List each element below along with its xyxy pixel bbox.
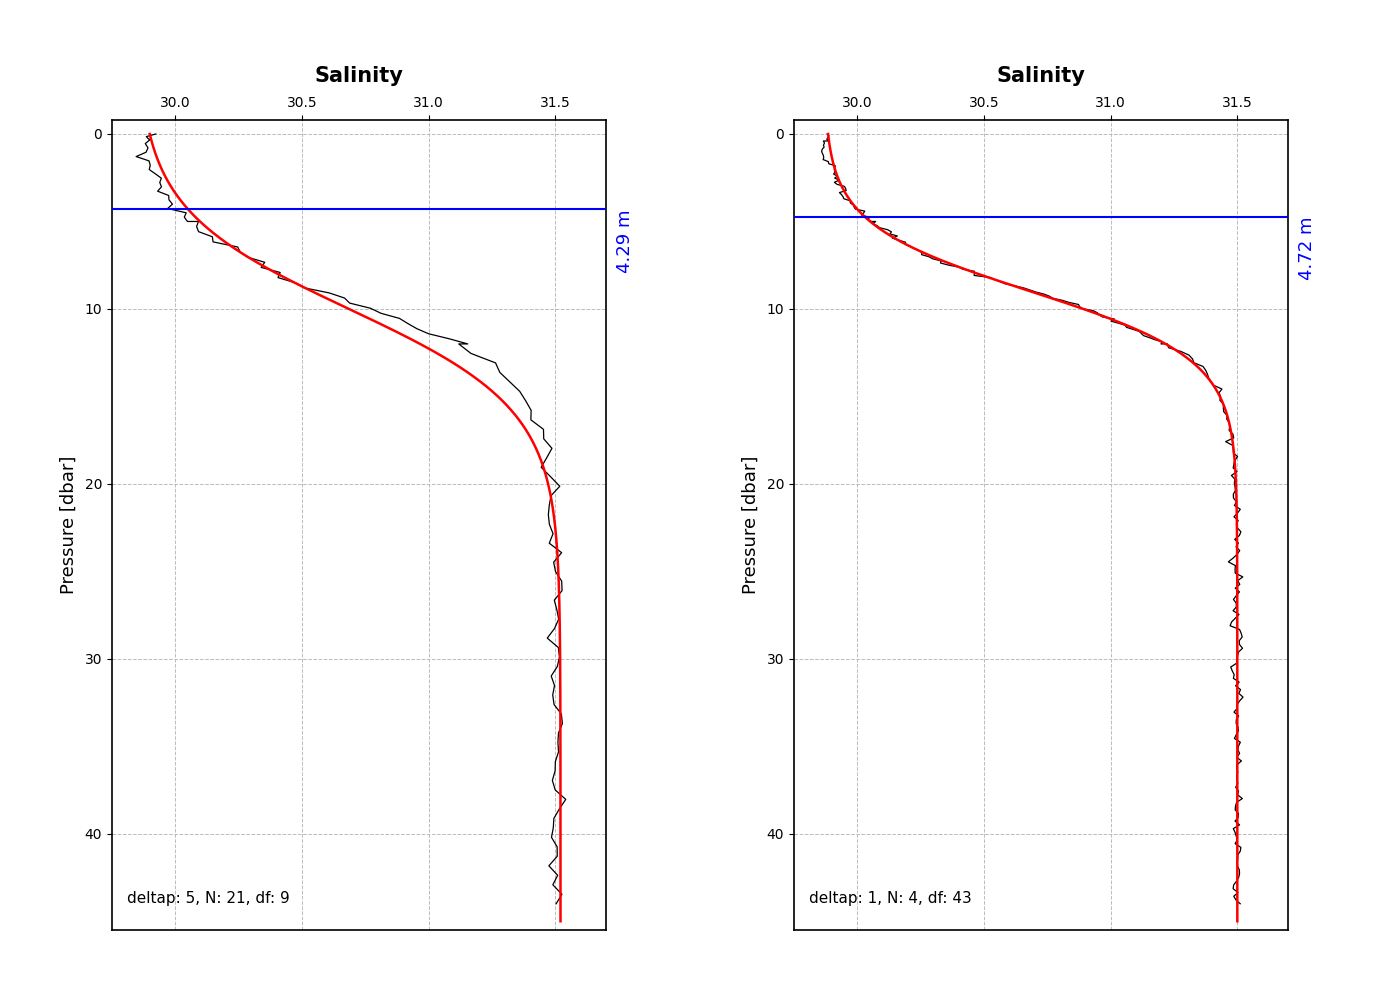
Text: 4.29 m: 4.29 m — [616, 209, 634, 273]
Text: deltap: 5, N: 21, df: 9: deltap: 5, N: 21, df: 9 — [127, 891, 290, 906]
X-axis label: Salinity: Salinity — [315, 66, 403, 86]
Text: deltap: 1, N: 4, df: 43: deltap: 1, N: 4, df: 43 — [809, 891, 972, 906]
Y-axis label: Pressure [dbar]: Pressure [dbar] — [742, 456, 760, 594]
Y-axis label: Pressure [dbar]: Pressure [dbar] — [60, 456, 78, 594]
X-axis label: Salinity: Salinity — [997, 66, 1085, 86]
Text: 4.72 m: 4.72 m — [1298, 217, 1316, 280]
